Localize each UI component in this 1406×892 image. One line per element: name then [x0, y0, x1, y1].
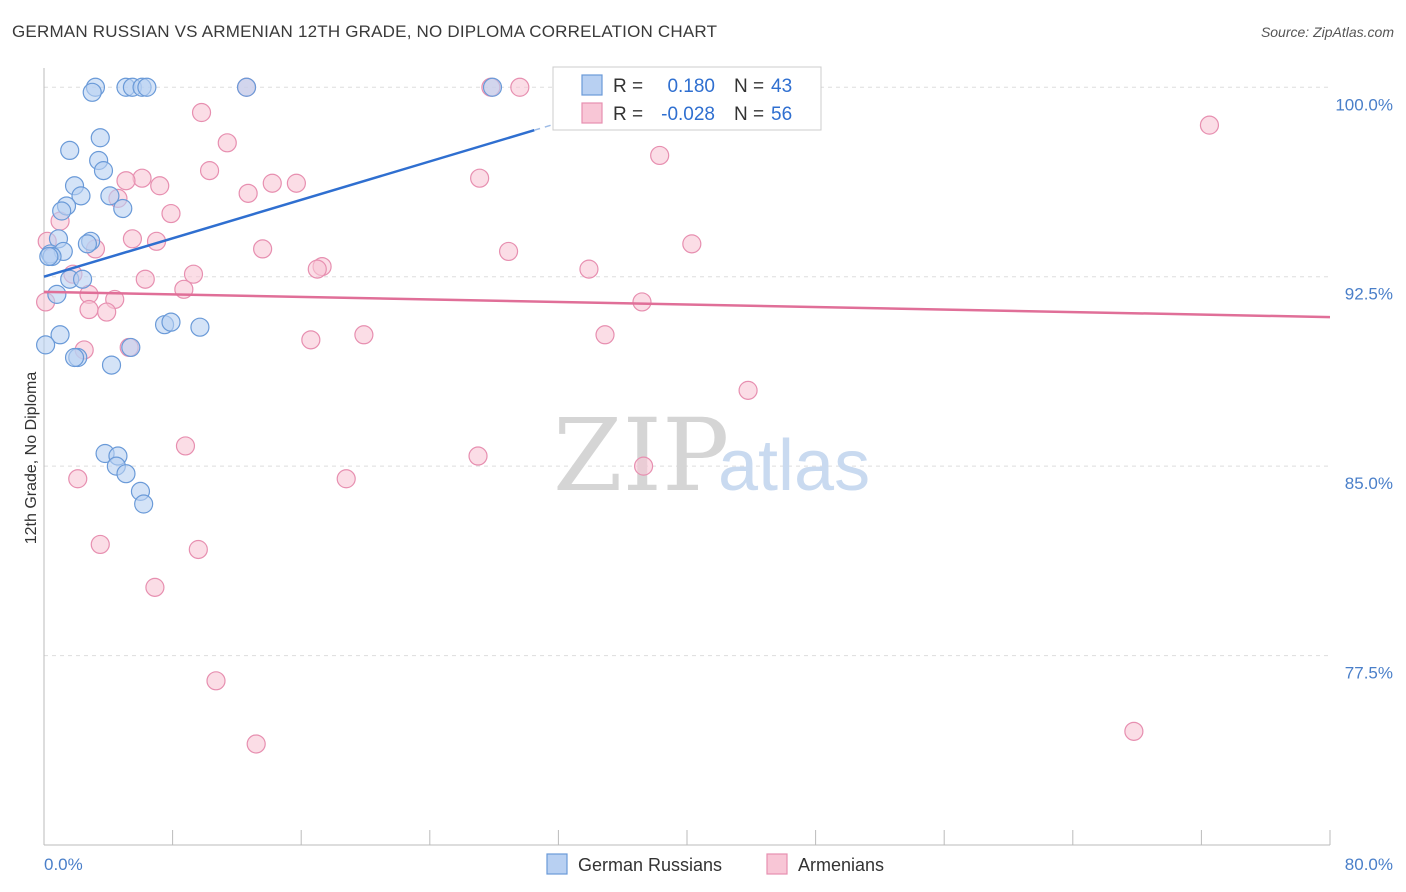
point-german-russians	[36, 335, 56, 355]
point-armenians	[161, 203, 181, 224]
x-tick-label-min: 0.0%	[44, 855, 83, 874]
point-armenians	[246, 734, 266, 754]
stats-legend: R = 0.180 N = 43 R = -0.028 N = 56	[552, 66, 822, 131]
watermark-atlas: atlas	[718, 426, 870, 506]
stats-r-label: R =	[613, 76, 643, 97]
point-german-russians	[60, 140, 80, 161]
point-armenians	[253, 239, 273, 259]
point-armenians	[199, 161, 220, 181]
stats-r-value-german-russians: 0.180	[667, 76, 715, 97]
point-armenians	[301, 330, 321, 350]
point-armenians	[470, 168, 490, 188]
point-german-russians	[190, 317, 210, 337]
point-armenians	[188, 539, 208, 560]
point-armenians	[97, 302, 117, 322]
point-german-russians	[161, 312, 181, 332]
point-german-russians	[121, 337, 141, 358]
point-german-russians	[77, 234, 98, 254]
series-legend: German Russians Armenians	[546, 853, 884, 875]
stats-legend-swatch-armenians	[581, 102, 603, 124]
point-german-russians	[64, 347, 85, 368]
point-armenians	[238, 183, 258, 203]
gridlines: 77.5% 85.0% 92.5% 100.0%	[44, 86, 1393, 683]
point-armenians	[336, 469, 356, 489]
legend-label-german-russians: German Russians	[578, 855, 722, 875]
point-german-russians	[47, 284, 67, 304]
point-armenians	[79, 299, 99, 320]
point-german-russians	[100, 186, 120, 206]
y-tick-label: 85.0%	[1345, 474, 1393, 493]
stats-n-value-german-russians: 43	[771, 76, 792, 97]
y-axis-title: 12th Grade, No Diploma	[23, 372, 40, 545]
stats-legend-swatch-german-russians	[581, 74, 603, 96]
point-german-russians	[137, 77, 157, 97]
point-armenians	[682, 234, 702, 254]
point-german-russians	[116, 464, 136, 484]
point-armenians	[632, 292, 652, 312]
point-german-russians	[71, 186, 91, 206]
point-armenians	[650, 145, 670, 166]
watermark-zip: ZIP	[553, 397, 729, 514]
stats-n-label: N =	[734, 104, 764, 125]
point-armenians	[498, 241, 519, 262]
point-german-russians	[39, 246, 59, 267]
point-german-russians	[72, 269, 93, 289]
point-armenians	[217, 133, 237, 153]
trend-line-german-russians	[43, 128, 535, 278]
point-armenians	[90, 534, 110, 555]
point-german-russians	[52, 201, 72, 221]
point-german-russians	[101, 355, 122, 375]
point-armenians	[68, 469, 88, 489]
y-tick-label: 92.5%	[1345, 285, 1393, 304]
point-armenians	[1199, 115, 1220, 135]
legend-label-armenians: Armenians	[798, 855, 884, 875]
point-german-russians	[113, 198, 133, 219]
point-german-russians	[50, 325, 70, 345]
data-points	[36, 77, 1220, 754]
stats-r-label: R =	[613, 104, 643, 125]
point-armenians	[286, 173, 306, 193]
point-armenians	[135, 269, 155, 289]
legend-swatch-armenians	[766, 853, 788, 875]
point-armenians	[1124, 721, 1144, 741]
point-armenians	[510, 77, 530, 97]
point-armenians	[150, 176, 170, 196]
point-german-russians	[93, 161, 114, 181]
point-armenians	[175, 436, 196, 456]
chart-title: GERMAN RUSSIAN VS ARMENIAN 12TH GRADE, N…	[12, 22, 718, 41]
trend-line-armenians	[43, 290, 1331, 319]
source-credit: Source: ZipAtlas.com	[1260, 24, 1394, 40]
stats-n-label: N =	[734, 76, 764, 97]
point-german-russians	[236, 77, 257, 97]
point-armenians	[633, 456, 654, 476]
y-tick-label: 77.5%	[1345, 664, 1393, 683]
point-armenians	[191, 102, 212, 123]
point-german-russians	[82, 82, 102, 102]
point-armenians	[595, 325, 615, 345]
point-armenians	[307, 259, 327, 279]
point-german-russians	[90, 128, 110, 148]
point-german-russians	[134, 494, 154, 514]
stats-n-value-armenians: 56	[771, 104, 792, 125]
axes: 0.0% 80.0%	[43, 68, 1393, 874]
point-armenians	[468, 446, 488, 466]
x-tick-label-max: 80.0%	[1345, 855, 1393, 874]
stats-r-value-armenians: -0.028	[661, 104, 715, 125]
point-armenians	[354, 325, 374, 345]
watermark: ZIP atlas	[553, 397, 870, 514]
y-tick-label: 100.0%	[1335, 95, 1393, 114]
point-armenians	[116, 171, 136, 191]
point-armenians	[738, 380, 758, 400]
point-armenians	[262, 173, 282, 193]
point-german-russians	[482, 77, 503, 97]
point-armenians	[206, 671, 226, 691]
point-armenians	[145, 577, 165, 597]
point-armenians	[122, 229, 143, 249]
point-armenians	[132, 168, 152, 188]
legend-swatch-german-russians	[546, 853, 568, 875]
point-armenians	[183, 264, 204, 284]
point-armenians	[579, 259, 599, 279]
